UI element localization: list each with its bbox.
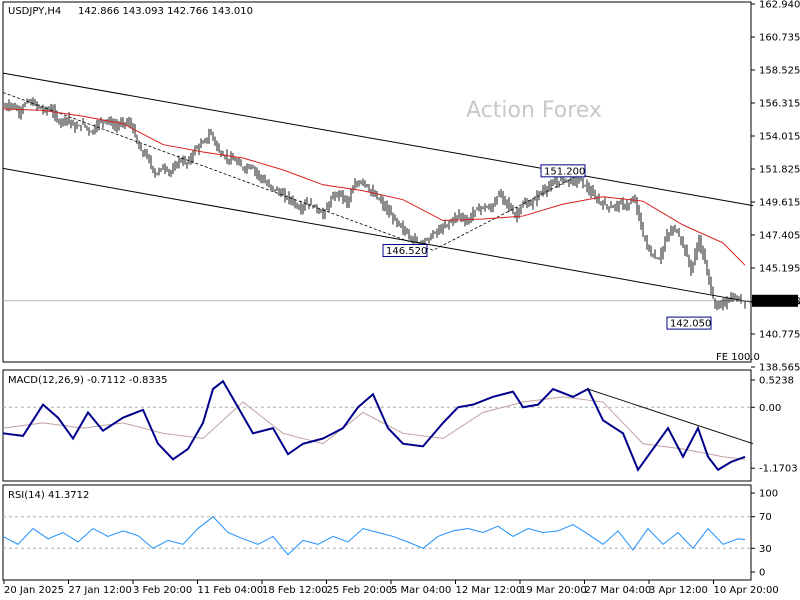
price-axis: 162.940 160.735 158.525 156.315 154.015 151.8…: [751, 0, 800, 374]
price-annotation-box: [540, 164, 586, 178]
moving-average-line: [2, 108, 746, 266]
macd-tick-label: 0.5238: [759, 375, 794, 386]
price-tick-label: 151.825: [759, 165, 800, 176]
price-tick-label: 149.615: [759, 198, 800, 209]
price-tick-label: 140.775: [759, 330, 800, 341]
price-annotation-box: [382, 244, 428, 258]
rsi-line: [2, 516, 746, 556]
time-tick-label: 20 Jan 2025: [4, 585, 64, 596]
time-tick-label: 10 Apr 20:00: [714, 585, 779, 596]
time-tick-label: 18 Feb 12:00: [262, 585, 328, 596]
time-tick-label: 27 Jan 12:00: [69, 585, 132, 596]
time-tick-label: 27 Mar 04:00: [585, 585, 652, 596]
price-tick-label: 156.315: [759, 99, 800, 110]
price-pane[interactable]: [2, 1, 752, 363]
rsi-layer: 100 70 30 0: [2, 489, 778, 579]
rsi-tick-label: 100: [759, 489, 778, 500]
symbol-label: USDJPY,H4: [8, 6, 61, 17]
time-tick-label: 12 Mar 12:00: [456, 585, 523, 596]
channel-lower-line: [2, 167, 754, 303]
ohlc-readout: 142.866 143.093 142.766 143.010: [78, 6, 253, 17]
current-price-tag: [752, 294, 798, 307]
price-tick-label: 138.565: [759, 363, 800, 374]
time-tick-label: 25 Feb 20:00: [327, 585, 393, 596]
fe-label: FE 100.0: [716, 352, 760, 363]
price-annotation-box: [666, 316, 712, 330]
time-tick-label: 5 Mar 04:00: [391, 585, 451, 596]
price-tick-label: 147.405: [759, 231, 800, 242]
current-price-label: 143.010: [760, 296, 800, 307]
time-axis: 20 Jan 2025 27 Jan 12:00 3 Feb 20:00 11 Feb…: [3, 580, 779, 596]
macd-signal-line: [2, 396, 746, 460]
price-tick-label: 154.015: [759, 132, 800, 143]
macd-pane[interactable]: [2, 369, 752, 482]
macd-main-line: [2, 379, 746, 472]
macd-tick-label: 0.00: [759, 403, 781, 414]
macd-layer: 0.5238 0.00 -1.1703: [2, 375, 798, 475]
price-layer: 151.200 146.520 142.050 FE 100.0 143.010: [2, 72, 800, 363]
rsi-tick-label: 30: [759, 544, 772, 555]
price-tick-label: 158.525: [759, 66, 800, 77]
price-tick-label: 160.735: [759, 33, 800, 44]
time-tick-label: 11 Feb 04:00: [198, 585, 264, 596]
macd-tick-label: -1.1703: [759, 464, 798, 475]
macd-trendline: [587, 388, 754, 445]
channel-upper-line: [2, 72, 754, 207]
price-tick-label: 145.195: [759, 264, 800, 275]
rsi-tick-label: 0: [759, 568, 765, 579]
price-annotation-label: 142.050: [670, 319, 711, 330]
time-tick-label: 3 Apr 12:00: [649, 585, 708, 596]
price-tick-label: 162.940: [759, 0, 800, 11]
watermark: Action Forex: [466, 98, 602, 123]
rsi-tick-label: 70: [759, 512, 772, 523]
price-annotation-label: 151.200: [544, 166, 585, 177]
price-annotation-label: 146.520: [386, 246, 427, 257]
time-tick-label: 3 Feb 20:00: [133, 585, 192, 596]
time-tick-label: 19 Mar 20:00: [520, 585, 587, 596]
macd-title: MACD(12,26,9) -0.7112 -0.8335: [8, 375, 168, 386]
rsi-title: RSI(14) 41.3712: [8, 490, 89, 501]
